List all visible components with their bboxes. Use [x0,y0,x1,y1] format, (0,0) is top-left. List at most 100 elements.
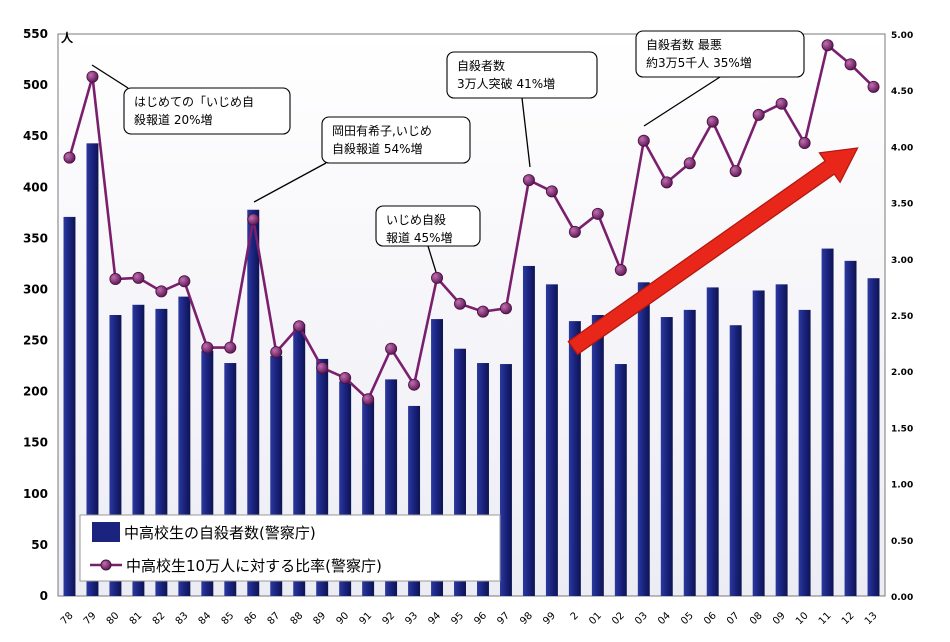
x-tick-label: 78 [59,610,76,627]
right-tick-label: 1.00 [891,481,913,491]
legend-bar-swatch [92,522,120,542]
x-tick-label: 88 [289,610,306,627]
right-tick-label: 3.00 [891,256,913,266]
legend-label-line: 中高校生10万人に対する比率(警察庁) [126,557,382,575]
right-tick-label: 2.00 [891,368,913,378]
x-tick-label: 84 [197,610,214,627]
line-point [522,174,535,187]
x-tick-label: 05 [679,610,696,627]
x-tick-label: 09 [771,610,788,627]
left-axis: 0 50 100 150 200 250 300 350 400 450 500 550 [23,27,48,603]
bar [178,296,191,596]
left-tick-label: 550 [23,27,48,41]
bar [293,324,306,596]
x-tick-label: 92 [380,610,397,627]
line-point [798,137,811,150]
x-tick-label: 81 [128,610,145,627]
line-point [109,273,122,286]
bar [408,405,421,596]
callout-text: 岡田有希子,いじめ [332,123,432,138]
line-point [775,97,788,110]
line-point [132,271,145,284]
x-tick-label: 95 [449,610,466,627]
bar [752,290,765,596]
bar [431,319,444,596]
callout-box [446,51,598,99]
callout-text: はじめての「いじめ自 [134,95,254,109]
x-tick-label: 90 [334,610,351,627]
line-point [316,361,329,374]
bar [522,265,535,596]
x-axis: 78 79 80 81 82 83 84 85 86 87 88 89 90 91 92 93 94 95 96 97… [59,610,880,627]
line-point [660,176,673,189]
callout-box [123,87,291,135]
callout-leader [427,245,437,273]
right-tick-label: 4.50 [891,87,913,97]
line-point [201,341,214,354]
right-axis: 0.00 0.50 1.00 1.50 2.00 2.50 3.00 3.50 4.00 4.50… [891,31,913,603]
x-tick-label: 94 [426,610,443,627]
left-axis-unit: 人 [61,30,74,45]
callout-text: 自殺者数 最悪 [646,37,722,52]
left-tick-label: 250 [23,334,48,348]
bar [660,317,673,596]
callout-box [635,30,805,78]
bar [499,364,512,596]
bar [545,284,558,596]
callout-text: 殺報道 20%増 [134,113,213,127]
bar [775,284,788,596]
line-point [821,39,834,52]
bar [867,278,880,596]
line-point [339,371,352,384]
line-point [362,393,375,406]
line-point [729,165,742,178]
callout-box [375,205,481,247]
x-tick-label: 86 [243,610,260,627]
x-tick-label: 03 [633,610,650,627]
x-tick-label: 11 [817,610,834,627]
callout-text: 3万人突破 41%増 [457,76,555,91]
callout-text: 自殺報道 54%増 [332,142,423,156]
line-point [614,264,627,277]
bar [63,216,76,596]
x-tick-label: 01 [587,610,604,627]
bar-series [63,143,880,597]
bar [201,350,214,596]
callout-text: 自殺者数 [457,58,505,73]
line-point [476,305,489,318]
line-point [706,115,719,128]
left-tick-label: 0 [40,589,48,603]
bar [86,143,99,597]
callout-leader [253,162,327,203]
line-point [431,271,444,284]
x-tick-label: 13 [863,610,880,627]
x-tick-label: 80 [105,610,122,627]
bar [224,363,237,596]
bar [844,260,857,596]
trend-arrow-shape [567,147,859,356]
left-tick-label: 200 [23,385,48,399]
line-point [247,213,260,226]
trend-arrow [567,147,859,356]
line-point [385,342,398,355]
legend-box [79,514,501,582]
right-tick-label: 3.50 [891,200,913,210]
bar [385,379,398,596]
line-point [63,151,76,164]
legend: 中高校生の自殺者数(警察庁) 中高校生10万人に対する比率(警察庁) [79,514,501,582]
x-tick-label: 97 [495,610,512,627]
callout-text: いじめ自殺 [386,213,446,227]
right-tick-label: 1.50 [891,424,913,434]
right-tick-label: 5.00 [891,31,913,41]
x-tick-label: 83 [174,610,191,627]
callout: 自殺者数 3万人突破 41%増 [446,51,598,99]
bar [247,209,260,596]
x-tick-label: 89 [312,610,329,627]
bar [109,315,122,596]
bar [477,363,489,596]
bar [568,321,581,596]
callout-text: 約3万5千人 35%増 [646,55,752,70]
x-tick-label: 87 [266,610,283,627]
